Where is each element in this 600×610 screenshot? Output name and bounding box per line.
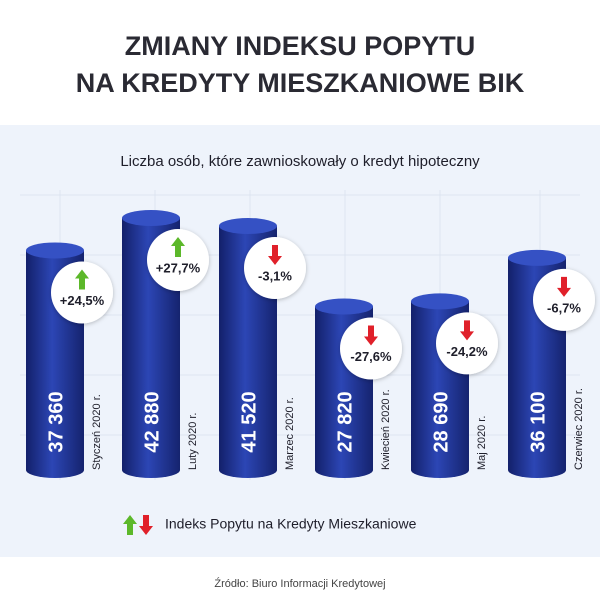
bar-top xyxy=(411,293,469,310)
legend-label: Indeks Popytu na Kredyty Mieszkaniowe xyxy=(165,516,417,532)
change-label: +27,7% xyxy=(156,260,201,275)
category-label: Styczeń 2020 r. xyxy=(91,394,103,470)
change-badge xyxy=(436,312,498,375)
value-label: 42 880 xyxy=(141,391,163,452)
change-badge xyxy=(147,229,209,291)
change-label: +24,5% xyxy=(60,293,105,308)
bar-top xyxy=(219,217,277,234)
change-badge xyxy=(533,268,595,331)
value-label: 36 100 xyxy=(527,391,549,452)
title-line: ZMIANY INDEKSU POPYTU xyxy=(125,31,476,61)
category-label: Kwiecień 2020 r. xyxy=(380,389,392,470)
panel xyxy=(0,125,600,557)
legend-arrow-down xyxy=(139,515,153,535)
change-label: -24,2% xyxy=(446,344,488,359)
change-arrow xyxy=(171,237,185,257)
change-label: -6,7% xyxy=(547,300,581,315)
bar-top xyxy=(508,249,566,266)
change-arrow xyxy=(75,269,89,290)
value-label: 28 690 xyxy=(430,391,452,452)
source: Źródło: Biuro Informacji Kredytowej xyxy=(214,577,385,590)
change-arrow xyxy=(268,244,282,265)
change-label: -27,6% xyxy=(350,349,392,364)
change-arrow xyxy=(557,276,571,297)
change-badge xyxy=(244,236,306,299)
value-label: 37 360 xyxy=(45,391,67,452)
bar-top xyxy=(122,210,180,226)
change-arrow xyxy=(364,325,378,346)
legend-arrow-up xyxy=(123,515,137,535)
category-label: Maj 2020 r. xyxy=(476,416,488,470)
bar-top xyxy=(315,298,373,315)
value-label: 27 820 xyxy=(334,391,356,452)
bar-top xyxy=(26,242,84,259)
value-label: 41 520 xyxy=(238,391,260,452)
category-label: Czerwiec 2020 r. xyxy=(573,388,585,470)
change-badge xyxy=(51,261,113,324)
category-label: Luty 2020 r. xyxy=(187,413,199,471)
subtitle: Liczba osób, które zawnioskowały o kredy… xyxy=(120,153,480,170)
category-label: Marzec 2020 r. xyxy=(284,397,296,470)
change-badge xyxy=(340,317,402,380)
title-line: NA KREDYTY MIESZKANIOWE BIK xyxy=(76,68,525,98)
change-arrow xyxy=(460,320,474,341)
change-label: -3,1% xyxy=(258,268,292,283)
